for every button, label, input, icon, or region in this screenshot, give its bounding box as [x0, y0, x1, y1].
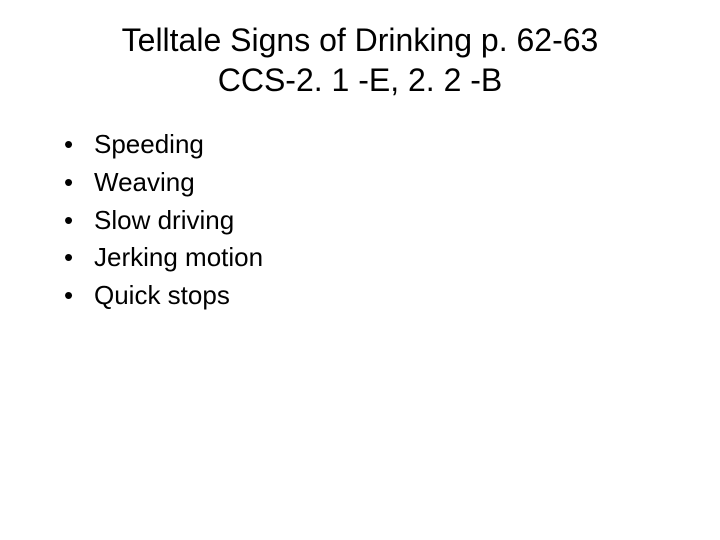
- bullet-icon: •: [64, 241, 76, 275]
- bullet-text: Slow driving: [94, 204, 234, 238]
- bullet-text: Weaving: [94, 166, 195, 200]
- list-item: • Slow driving: [64, 204, 680, 238]
- bullet-text: Quick stops: [94, 279, 230, 313]
- title-block: Telltale Signs of Drinking p. 62-63 CCS-…: [40, 20, 680, 100]
- bullet-icon: •: [64, 279, 76, 313]
- bullet-text: Jerking motion: [94, 241, 263, 275]
- list-item: • Weaving: [64, 166, 680, 200]
- bullet-icon: •: [64, 204, 76, 238]
- bullet-icon: •: [64, 166, 76, 200]
- bullet-icon: •: [64, 128, 76, 162]
- list-item: • Quick stops: [64, 279, 680, 313]
- list-item: • Jerking motion: [64, 241, 680, 275]
- bullet-text: Speeding: [94, 128, 204, 162]
- title-line-1: Telltale Signs of Drinking p. 62-63: [40, 20, 680, 60]
- title-line-2: CCS-2. 1 -E, 2. 2 -B: [40, 60, 680, 100]
- bullet-list: • Speeding • Weaving • Slow driving • Je…: [40, 128, 680, 313]
- slide-container: Telltale Signs of Drinking p. 62-63 CCS-…: [0, 0, 720, 540]
- list-item: • Speeding: [64, 128, 680, 162]
